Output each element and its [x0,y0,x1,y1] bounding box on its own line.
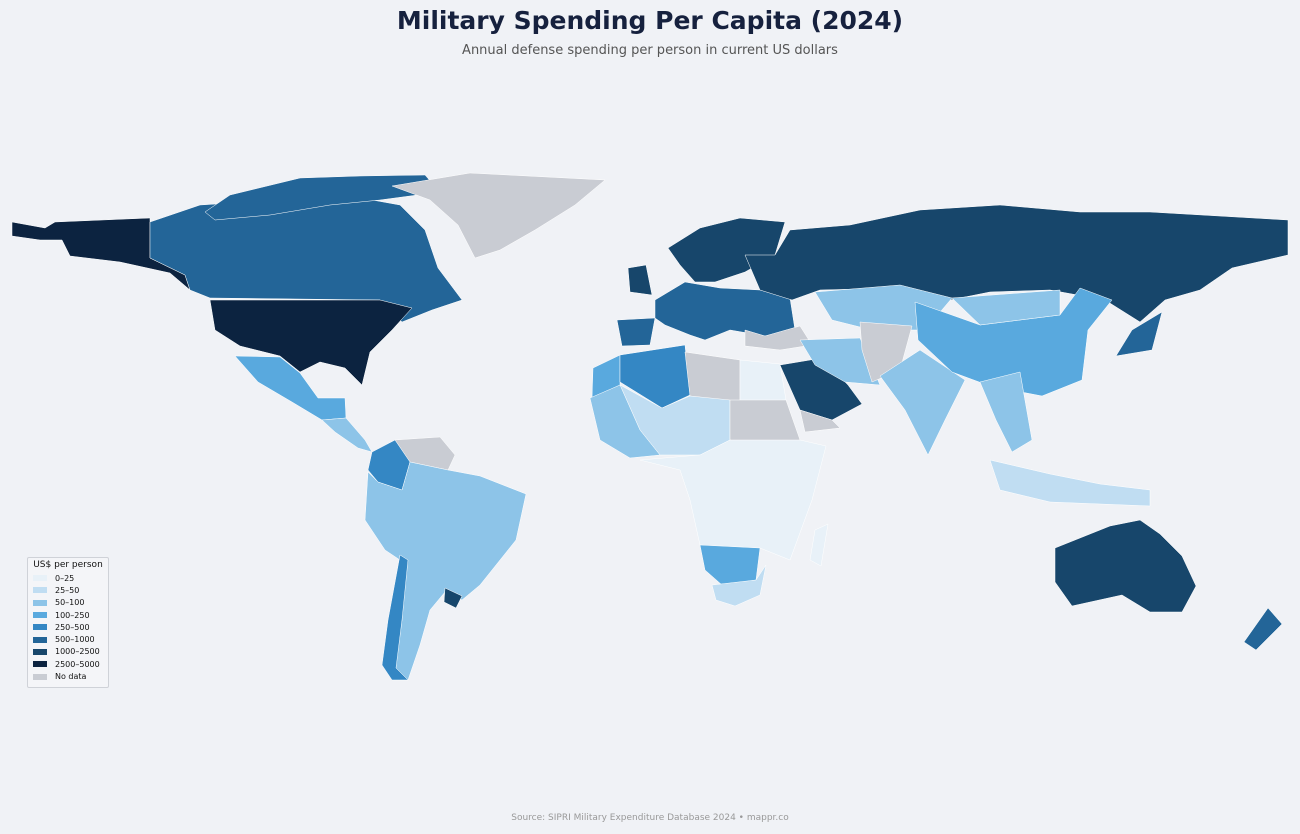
legend-swatch [33,587,47,594]
legend-label: 1000–2500 [55,647,100,657]
region-central-america [321,417,373,453]
legend-label: 2500–5000 [55,659,100,669]
region-australia [1054,519,1197,613]
legend-swatch [33,636,47,643]
region-uruguay [443,587,463,609]
region-mongolia [951,289,1061,326]
region-iberia [616,317,656,347]
region-alaska-usa [11,217,191,291]
legend-item: No data [28,670,108,682]
legend-label: 500–1000 [55,635,95,645]
region-algeria [619,344,691,409]
legend-swatch [33,575,47,582]
region-libya [684,351,741,403]
legend-item: 100–250 [28,609,108,621]
region-chile [381,554,409,681]
legend-item: 250–500 [28,621,108,633]
legend-swatch [33,624,47,631]
legend-label: 50–100 [55,598,85,608]
legend-item: 50–100 [28,597,108,609]
legend-item: 2500–5000 [28,658,108,670]
source-note: Source: SIPRI Military Expenditure Datab… [511,813,789,823]
legend-swatch [33,661,47,668]
legend: US$ per person 0–25 25–50 50–100 100–250 250… [27,557,109,688]
legend-label: 250–500 [55,622,90,632]
legend-swatch [33,612,47,619]
region-india [879,349,966,456]
legend-title: US$ per person [33,560,103,570]
legend-item: 500–1000 [28,633,108,645]
legend-label: 100–250 [55,610,90,620]
region-new-zealand [1243,607,1283,651]
region-yemen [799,409,841,433]
region-central-and-east-africa [639,439,827,561]
legend-label: 0–25 [55,573,75,583]
region-japan [1115,311,1163,357]
region-madagascar [809,523,829,567]
region-united-kingdom [627,264,653,296]
region-greenland [391,172,606,259]
legend-label: 25–50 [55,585,80,595]
legend-item: 1000–2500 [28,646,108,658]
legend-swatch [33,648,47,655]
legend-item: 0–25 [28,572,108,584]
region-southeast-asia [979,371,1033,453]
region-mexico [234,355,347,421]
region-egypt [739,359,787,403]
legend-swatch [33,673,47,680]
region-south-africa [711,564,767,607]
legend-label: No data [55,672,87,682]
region-west-africa [589,384,661,459]
chart-subtitle: Annual defense spending per person in cu… [462,43,838,58]
region-indonesia [989,459,1151,507]
region-iran [799,337,881,386]
region-sudan [729,399,801,447]
legend-swatch [33,599,47,606]
region-united-states [209,299,413,386]
chart-title: Military Spending Per Capita (2024) [396,6,904,35]
legend-item: 25–50 [28,584,108,596]
region-namibia-and-botswana [699,544,761,586]
